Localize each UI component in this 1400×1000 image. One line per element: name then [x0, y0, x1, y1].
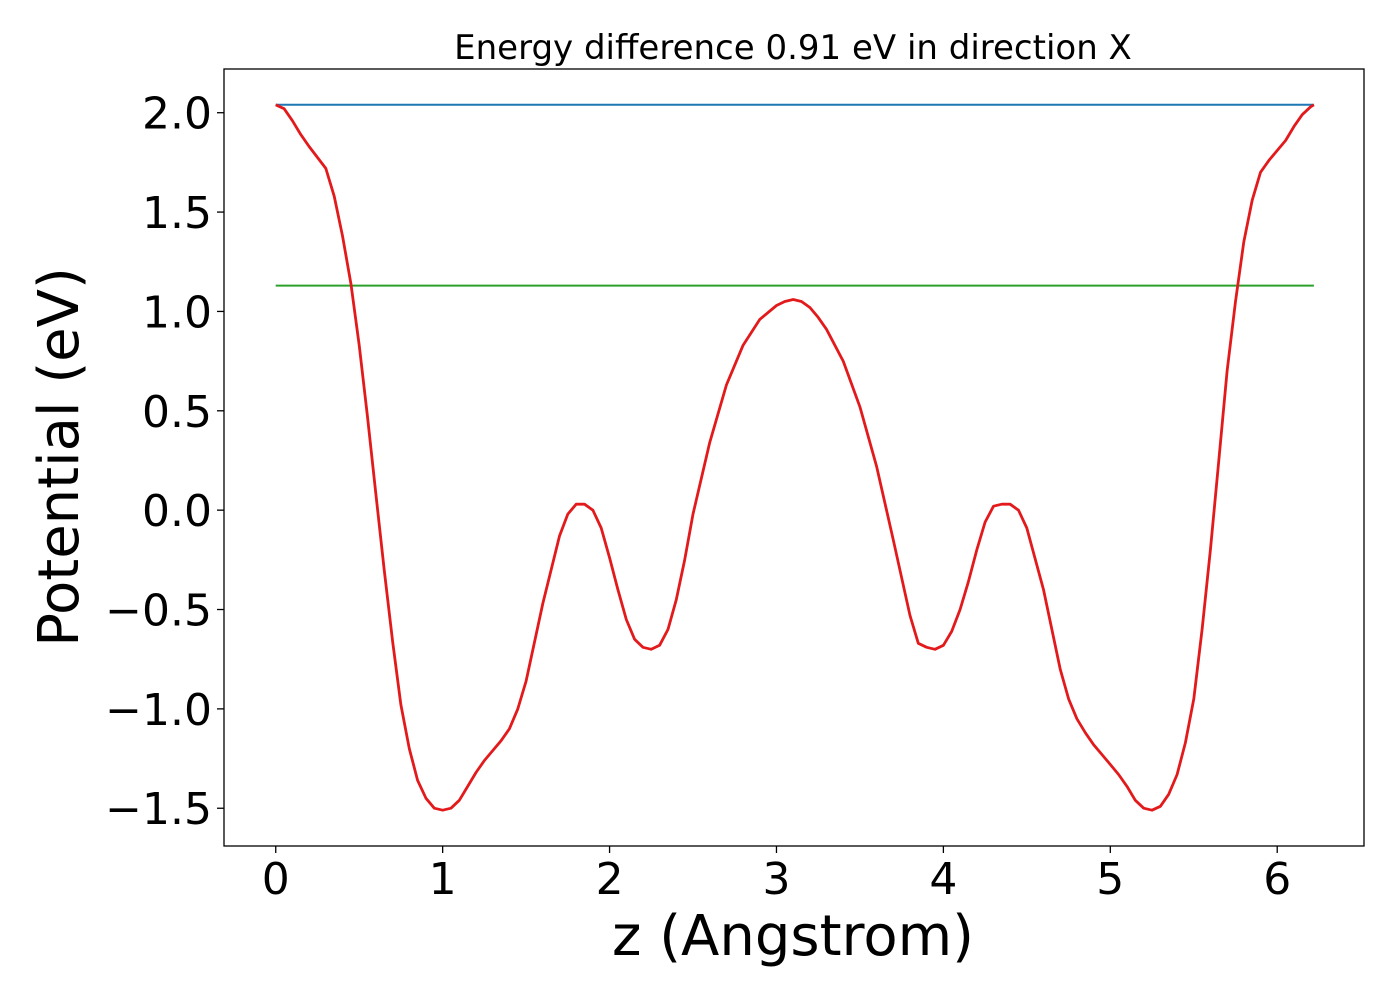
y-tick-label: −1.0: [105, 685, 212, 736]
x-axis-label: z (Angstrom): [612, 904, 974, 969]
x-axis-ticks: 0 1 2 3 4 5 6: [262, 846, 1291, 905]
x-tick-label: 5: [1096, 854, 1124, 905]
y-tick-label: −0.5: [105, 586, 212, 637]
y-axis-ticks: 2.0 1.5 1.0 0.5 0.0 −0.5 −1.0 −1.5: [105, 89, 224, 835]
x-tick-label: 3: [762, 854, 790, 905]
x-tick-label: 1: [429, 854, 457, 905]
y-tick-label: −1.5: [105, 784, 212, 835]
y-tick-label: 0.5: [142, 387, 212, 438]
y-tick-label: 0.0: [142, 486, 212, 537]
x-tick-label: 0: [262, 854, 290, 905]
y-tick-label: 1.5: [142, 188, 212, 239]
plot-series: [275, 103, 1315, 812]
chart-title: Energy difference 0.91 eV in direction X: [454, 28, 1132, 68]
series-line-potential: [275, 103, 1315, 812]
y-axis-label: Potential (eV): [27, 267, 92, 647]
y-tick-label: 1.0: [142, 287, 212, 338]
y-tick-label: 2.0: [142, 89, 212, 140]
plot-frame: [223, 68, 1365, 847]
x-tick-label: 2: [596, 854, 624, 905]
x-tick-label: 6: [1263, 854, 1291, 905]
x-tick-label: 4: [929, 854, 957, 905]
